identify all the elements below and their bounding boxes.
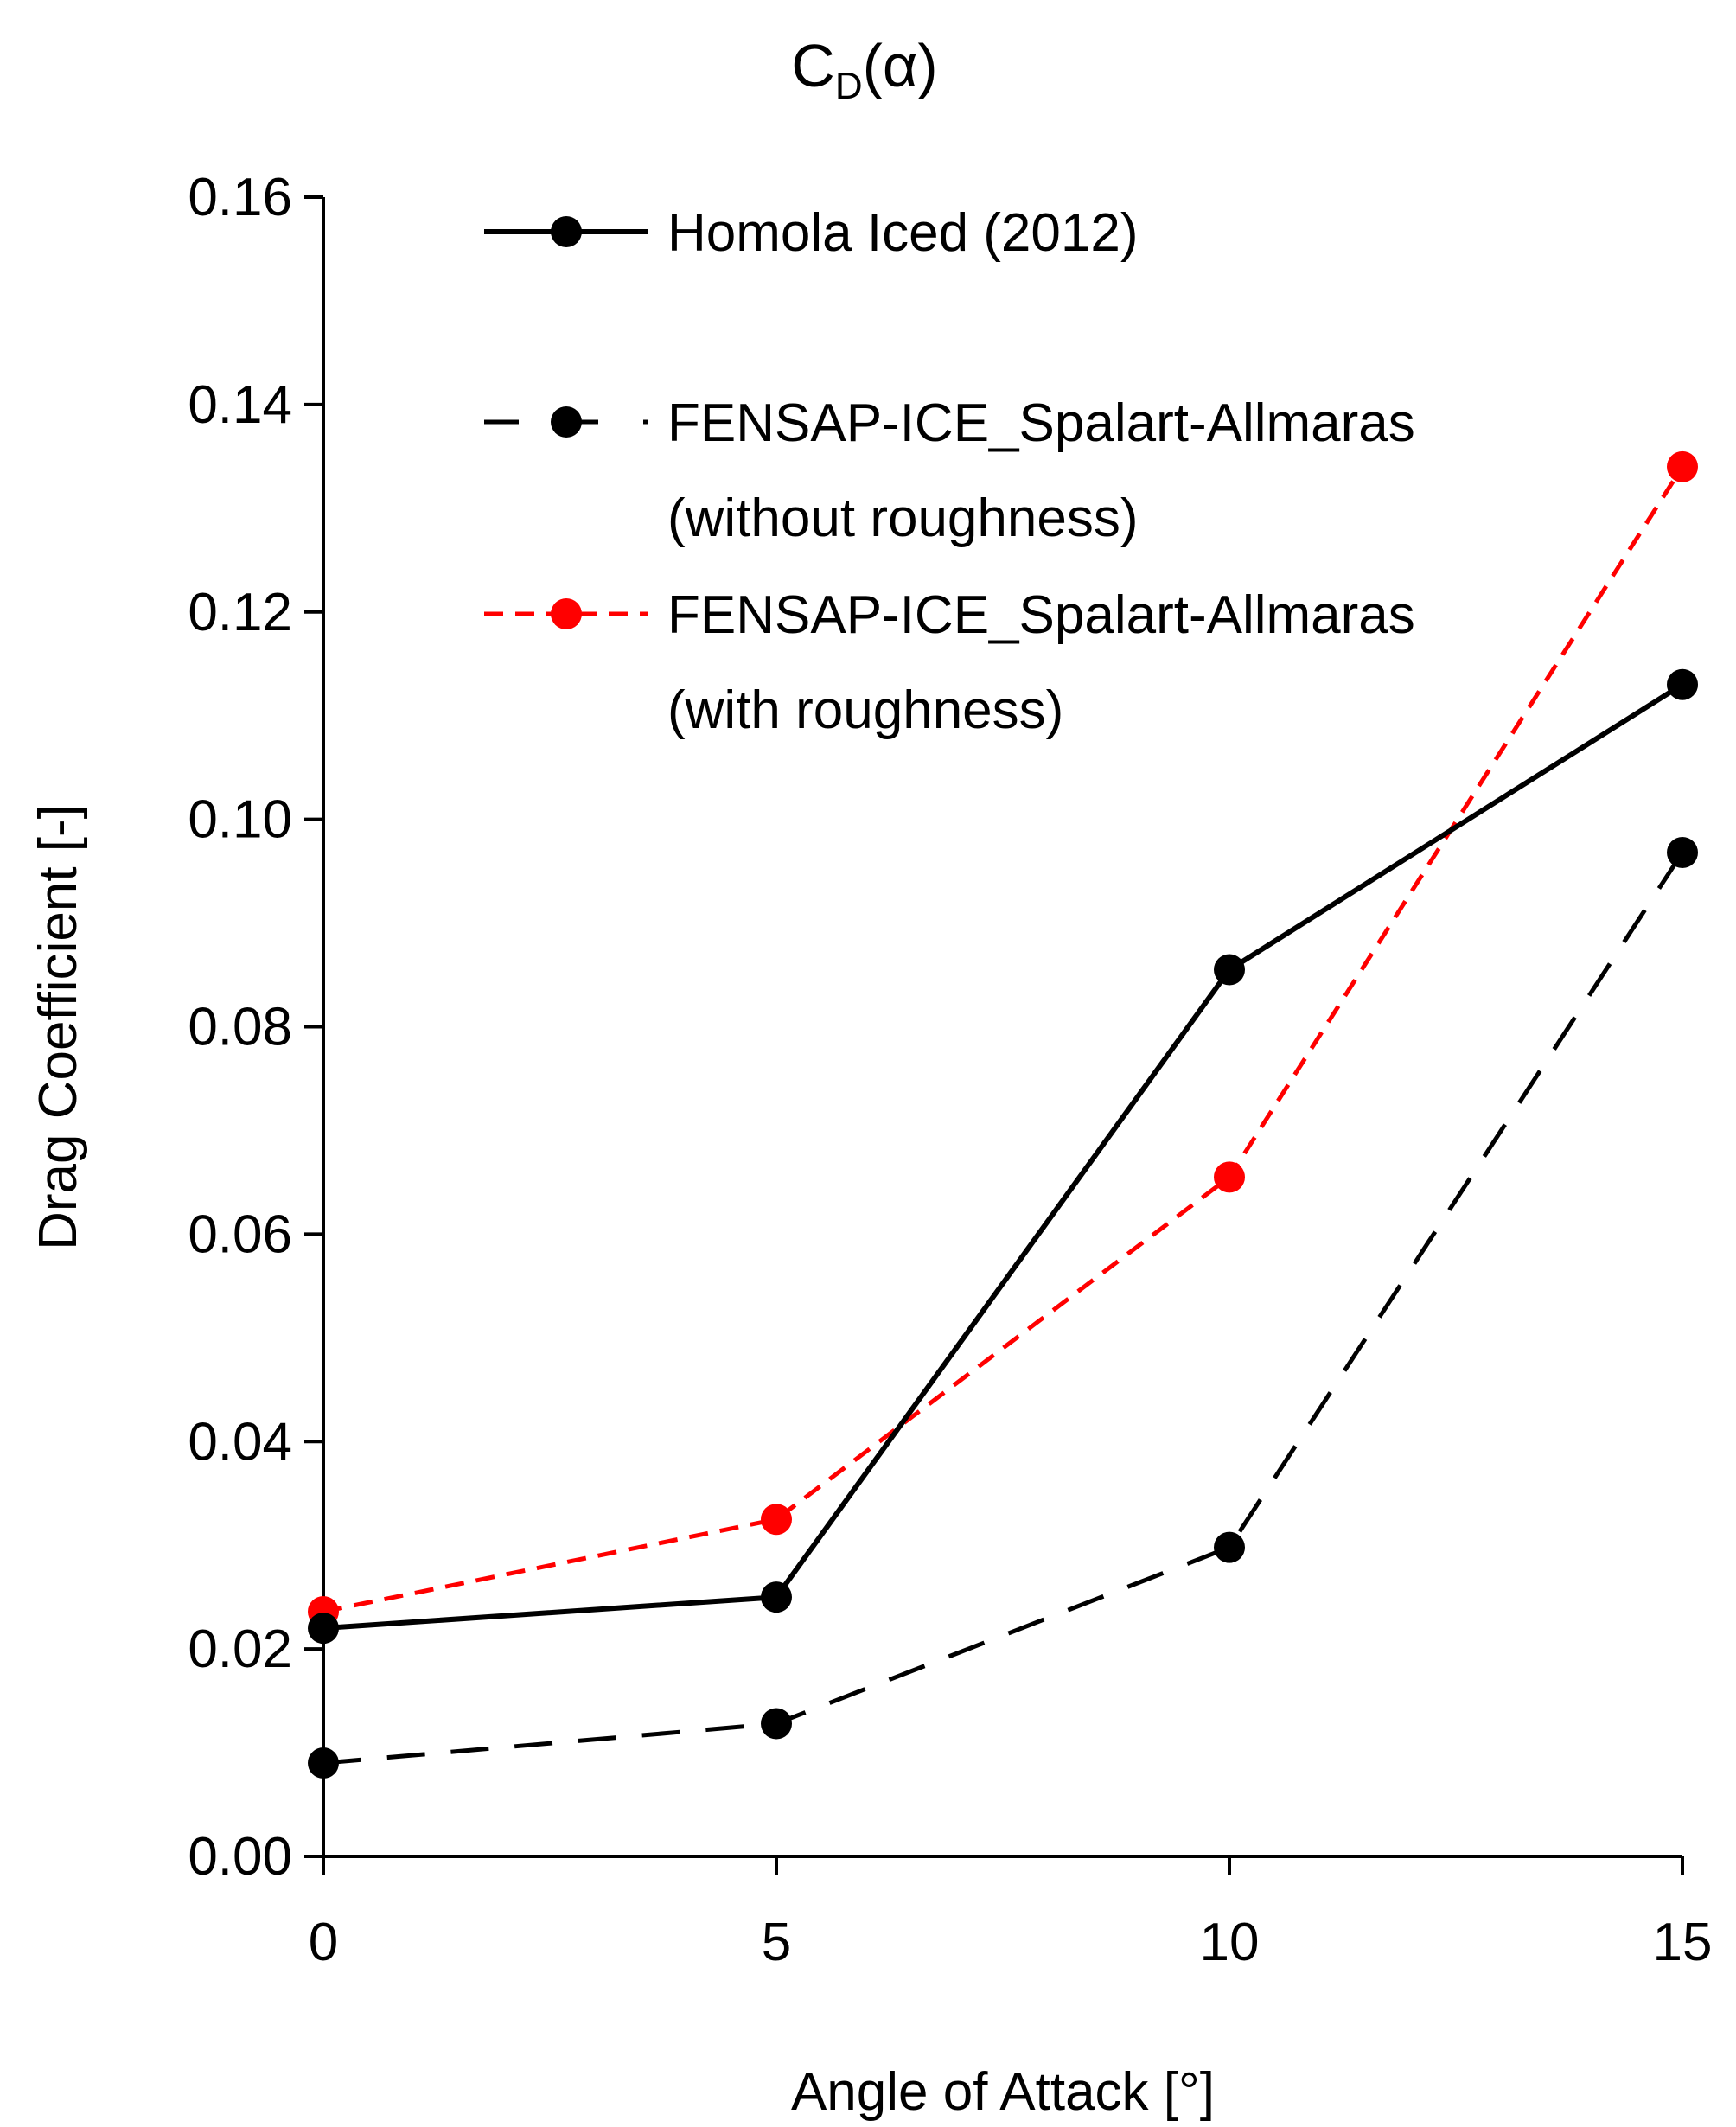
chart-title-main: C <box>791 32 835 99</box>
series-line <box>322 851 1685 1766</box>
legend-marker <box>551 216 582 247</box>
legend-label: Homola Iced (2012) <box>667 203 1139 263</box>
chart-title-subscript: D <box>835 65 863 107</box>
legend-label: (with roughness) <box>667 680 1063 740</box>
data-point <box>1214 1161 1245 1193</box>
series-2 <box>308 837 1698 1779</box>
data-point <box>1667 837 1698 869</box>
y-tick-label: 0.10 <box>188 790 292 850</box>
legend-entry-2: FENSAP-ICE_Spalart-Allmaras (without roug… <box>484 393 1415 548</box>
data-point <box>1214 954 1245 986</box>
series-layer <box>308 450 1698 1779</box>
legend-label: (without roughness) <box>667 489 1139 548</box>
legend-marker <box>551 406 582 438</box>
series-line <box>322 682 1684 1632</box>
y-tick-label: 0.08 <box>188 998 292 1057</box>
y-tick-label: 0.06 <box>188 1204 292 1264</box>
y-tick-label: 0.02 <box>188 1619 292 1679</box>
legend-label: FENSAP-ICE_Spalart-Allmaras <box>667 393 1415 453</box>
data-point <box>761 1708 792 1740</box>
y-axis-label: Drag Coefficient [-] <box>29 804 88 1250</box>
data-point <box>308 1747 339 1779</box>
data-point <box>761 1581 792 1613</box>
x-ticks: 0 5 10 15 <box>309 1856 1713 1972</box>
y-tick-label: 0.14 <box>188 375 292 435</box>
x-tick-label: 15 <box>1653 1913 1713 1972</box>
data-point <box>761 1504 792 1536</box>
x-tick-label: 0 <box>309 1913 338 1972</box>
chart-title-tail: (α) <box>863 32 938 99</box>
data-point <box>1667 668 1698 700</box>
data-point <box>1214 1531 1245 1563</box>
data-point <box>308 1613 339 1645</box>
legend: Homola Iced (2012) FENSAP-ICE_Spalart-All… <box>484 203 1415 740</box>
x-tick-label: 5 <box>762 1913 791 1972</box>
y-ticks: 0.00 0.02 0.04 0.06 0.08 0.10 0.12 0.14 0.16 <box>188 168 323 1887</box>
x-axis-label: Angle of Attack [°] <box>791 2062 1215 2122</box>
data-point <box>1667 450 1698 482</box>
x-tick-label: 10 <box>1200 1913 1260 1972</box>
legend-entry-3: FENSAP-ICE_Spalart-Allmaras (with roughne… <box>484 585 1415 740</box>
legend-entry-1: Homola Iced (2012) <box>484 203 1139 263</box>
legend-marker <box>551 598 582 629</box>
y-tick-label: 0.04 <box>188 1412 292 1472</box>
legend-label: FENSAP-ICE_Spalart-Allmaras <box>667 585 1415 645</box>
y-tick-label: 0.16 <box>188 168 292 227</box>
y-tick-label: 0.12 <box>188 583 292 642</box>
y-tick-label: 0.00 <box>188 1827 292 1887</box>
series-line <box>322 465 1685 1614</box>
series-1 <box>308 668 1698 1645</box>
chart-title: CD(α) <box>791 32 937 107</box>
